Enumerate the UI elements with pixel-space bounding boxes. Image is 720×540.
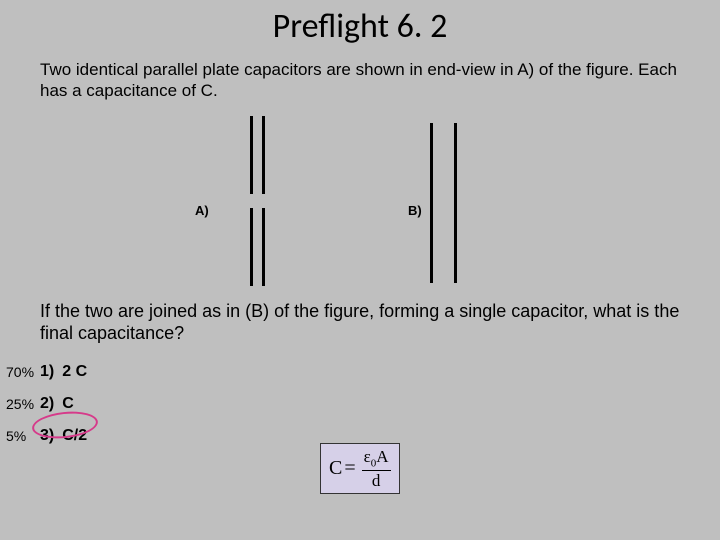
answer-number: 2) xyxy=(40,395,54,413)
answer-percent: 25% xyxy=(6,396,40,412)
capacitor-plate xyxy=(262,116,265,194)
answer-text: 2 C xyxy=(62,363,87,381)
capacitor-plate xyxy=(262,208,265,286)
question-text: If the two are joined as in (B) of the f… xyxy=(0,298,720,345)
formula-fraction: ε0A d xyxy=(362,448,391,489)
formula: C = ε0A d xyxy=(320,443,400,494)
formula-eq: = xyxy=(344,457,355,480)
answer-number: 1) xyxy=(40,363,54,381)
slide-title: Preflight 6. 2 xyxy=(0,0,720,47)
answer-list: 70%1) 2 C 25%2) C 5%3) C/2 xyxy=(0,345,720,447)
capacitor-plate xyxy=(250,116,253,194)
capacitor-plate xyxy=(454,123,457,283)
formula-denominator: d xyxy=(372,471,381,489)
label-b: B) xyxy=(408,203,422,218)
formula-lhs: C xyxy=(329,457,342,480)
capacitor-plate xyxy=(250,208,253,286)
answer-percent: 5% xyxy=(6,428,40,444)
answer-option[interactable]: 70%1) 2 C xyxy=(6,361,720,383)
capacitor-plate xyxy=(430,123,433,283)
answer-option[interactable]: 25%2) C xyxy=(6,393,720,415)
formula-A: A xyxy=(376,447,388,466)
epsilon: ε xyxy=(364,447,371,466)
formula-numerator: ε0A xyxy=(362,448,391,471)
answer-percent: 70% xyxy=(6,364,40,380)
answer-text: C/2 xyxy=(62,427,87,445)
answer-number: 3) xyxy=(40,427,54,445)
intro-text: Two identical parallel plate capacitors … xyxy=(0,47,720,102)
label-a: A) xyxy=(195,203,209,218)
answer-text: C xyxy=(62,395,74,413)
capacitor-diagram: A) B) xyxy=(0,108,720,298)
